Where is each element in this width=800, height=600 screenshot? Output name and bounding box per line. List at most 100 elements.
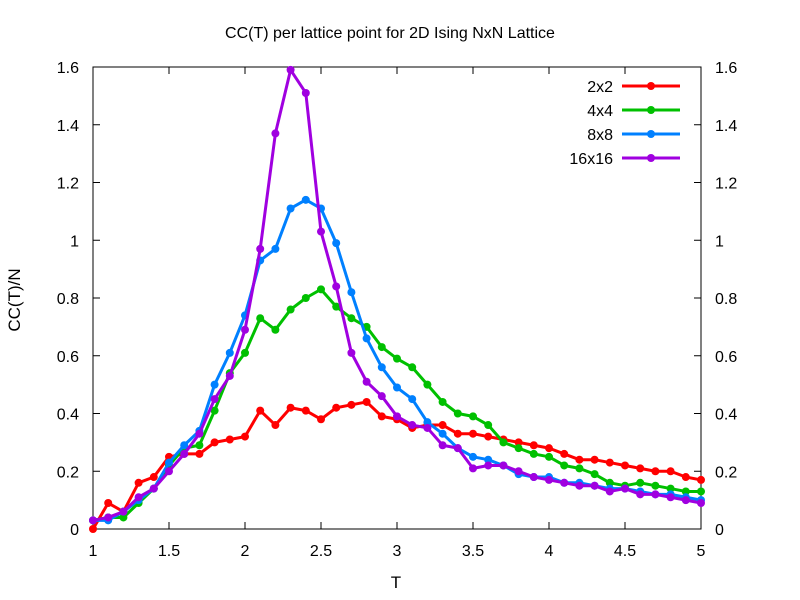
data-point [666,493,675,502]
data-point [605,458,614,467]
legend-label: 16x16 [569,151,613,168]
data-point [180,441,189,450]
data-point [453,409,462,418]
data-point [697,487,705,496]
legend-swatch-marker [647,130,655,138]
y-tick-label-right: 1 [715,233,724,250]
legend-swatch-marker [647,154,655,162]
data-point [514,467,523,476]
data-point [362,334,371,343]
data-point [377,412,386,421]
data-point [469,412,477,421]
data-point [590,470,599,479]
data-point [499,438,508,447]
y-tick-label-right: 0.4 [715,407,737,424]
data-point [666,484,675,493]
data-point [636,464,645,473]
data-point [545,475,553,484]
axes: 1 1.5 2 2.5 3 3.5 4 4.5 50 00.2 0.20.4 0.40.6 0.60.8… [57,60,738,560]
legend-label: 2x2 [587,79,613,96]
y-tick-label: 0.8 [57,291,79,308]
data-point [271,244,280,253]
legend-label: 8x8 [587,127,613,144]
data-point [605,487,614,496]
x-tick-label: 4 [545,543,554,560]
data-point [225,435,234,444]
data-point [575,464,584,473]
data-point [484,455,493,464]
data-point [529,449,538,458]
data-point [104,513,113,522]
data-point [119,513,128,522]
data-point [469,429,477,438]
data-point [636,490,645,499]
data-point [271,421,280,430]
data-point [271,129,280,138]
data-point [681,496,690,505]
x-tick-label: 5 [697,543,706,560]
data-point [393,412,401,421]
data-point [225,371,234,380]
data-point [89,525,97,533]
data-point [347,400,356,409]
data-point [651,467,660,476]
data-point [119,507,128,516]
data-point [560,461,569,470]
data-point [590,455,599,464]
data-point [453,444,462,453]
data-point [438,421,447,430]
data-point [347,288,356,297]
data-point [332,239,341,248]
x-tick-label: 1 [89,543,98,560]
legend-swatch-marker [647,106,655,114]
data-point [377,363,386,372]
data-point [529,473,538,482]
legend: 2x2 4x4 8x8 16x16 [569,79,680,168]
data-point [149,473,158,482]
data-point [393,383,401,392]
data-point [347,348,356,357]
data-point [681,473,690,482]
data-point [301,88,310,97]
data-point [484,432,493,441]
data-point [317,227,325,236]
data-point [560,449,569,458]
y-tick-label: 0 [70,522,79,539]
data-point [408,421,417,430]
chart-title: CC(T) per lattice point for 2D Ising NxN… [225,25,555,42]
data-point [453,429,462,438]
series-layer [89,65,705,533]
data-point [499,461,508,470]
x-tick-label: 1.5 [158,543,180,560]
data-point [210,395,219,404]
data-point [469,452,477,461]
data-point [332,302,341,311]
data-point [301,406,310,415]
data-point [165,467,173,476]
y-tick-label-right: 0 [715,522,724,539]
y-tick-label-right: 0.6 [715,349,737,366]
y-tick-label-right: 1.4 [715,118,737,135]
data-point [256,406,265,415]
y-tick-label: 1.4 [57,118,79,135]
x-tick-label: 4.5 [614,543,636,560]
data-point [195,441,204,450]
x-tick-label: 3.5 [462,543,484,560]
x-tick-label: 3 [393,543,402,560]
data-point [697,475,705,484]
data-point [195,449,204,458]
data-point [180,449,189,458]
data-point [286,403,295,412]
data-point [590,481,599,490]
data-point [241,325,249,334]
data-point [362,397,371,406]
data-point [271,325,280,334]
y-tick-label-right: 1.2 [715,176,737,193]
data-point [301,195,310,204]
data-point [377,392,386,401]
data-point [362,377,371,386]
legend-item: 2x2 [587,79,680,96]
x-axis-label: T [391,573,401,592]
y-tick-label: 1 [70,233,79,250]
data-point [575,481,584,490]
